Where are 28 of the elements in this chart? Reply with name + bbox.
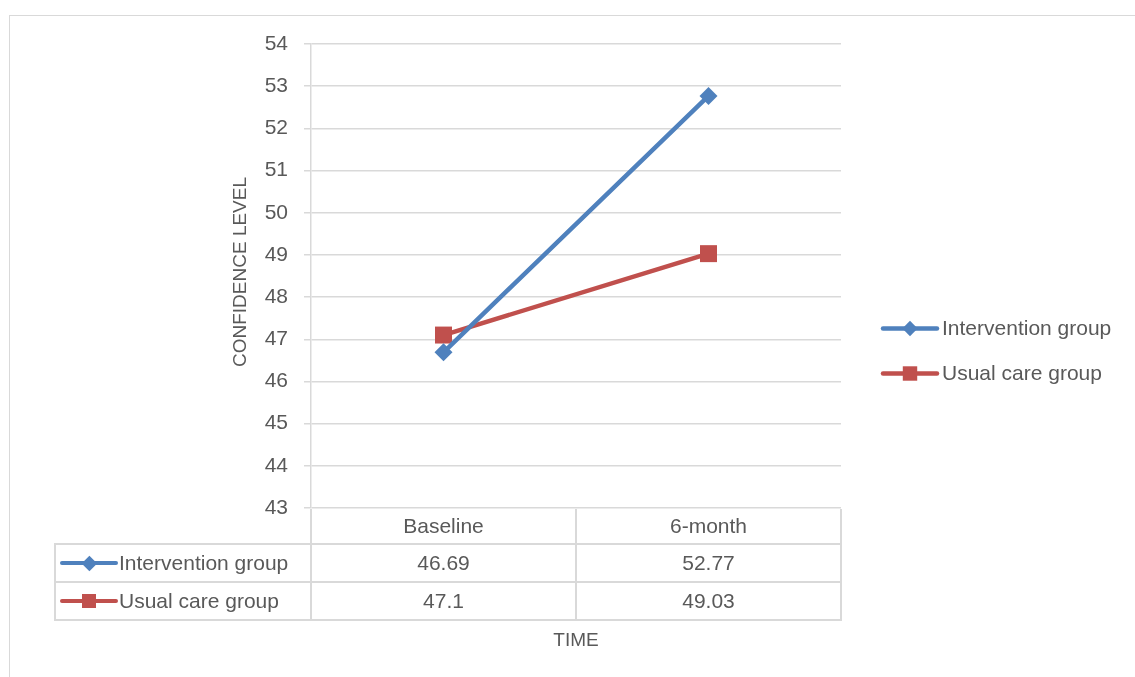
data-label: 52.77 xyxy=(682,550,735,574)
text: Usual care group xyxy=(119,588,279,612)
y-tick-label: 54 xyxy=(264,30,289,54)
x-tick-label: 6-month xyxy=(669,514,748,538)
y-tick-label: 53 xyxy=(264,72,288,96)
point xyxy=(435,326,452,344)
y-tick-label: 43 xyxy=(264,494,288,518)
y-tick-label: 49 xyxy=(264,241,288,265)
y-tick-label: 44 xyxy=(264,452,289,476)
legend-label: Intervention group xyxy=(942,316,1112,340)
y-tick-label: 45 xyxy=(264,410,288,434)
data-label: 46.69 xyxy=(417,550,470,574)
x-tick-label: Baseline xyxy=(403,514,484,538)
y-tick-label: 50 xyxy=(264,199,288,223)
point xyxy=(434,343,453,362)
legend-label: Usual care group xyxy=(942,361,1102,385)
x-axis-title: TIME xyxy=(553,629,599,651)
y-tick-label: 51 xyxy=(264,157,288,181)
y-axis-title: CONFIDENCE LEVEL xyxy=(228,176,250,368)
data-label: 47.1 xyxy=(423,588,464,612)
y-tick-label: 47 xyxy=(264,326,288,350)
data-label: 49.03 xyxy=(682,588,735,612)
point xyxy=(699,86,718,105)
y-tick-label: 48 xyxy=(264,283,288,307)
y-tick-label: 46 xyxy=(264,368,288,392)
point xyxy=(700,245,717,263)
y-tick-label: 52 xyxy=(264,115,288,139)
text: Intervention group xyxy=(119,550,289,574)
